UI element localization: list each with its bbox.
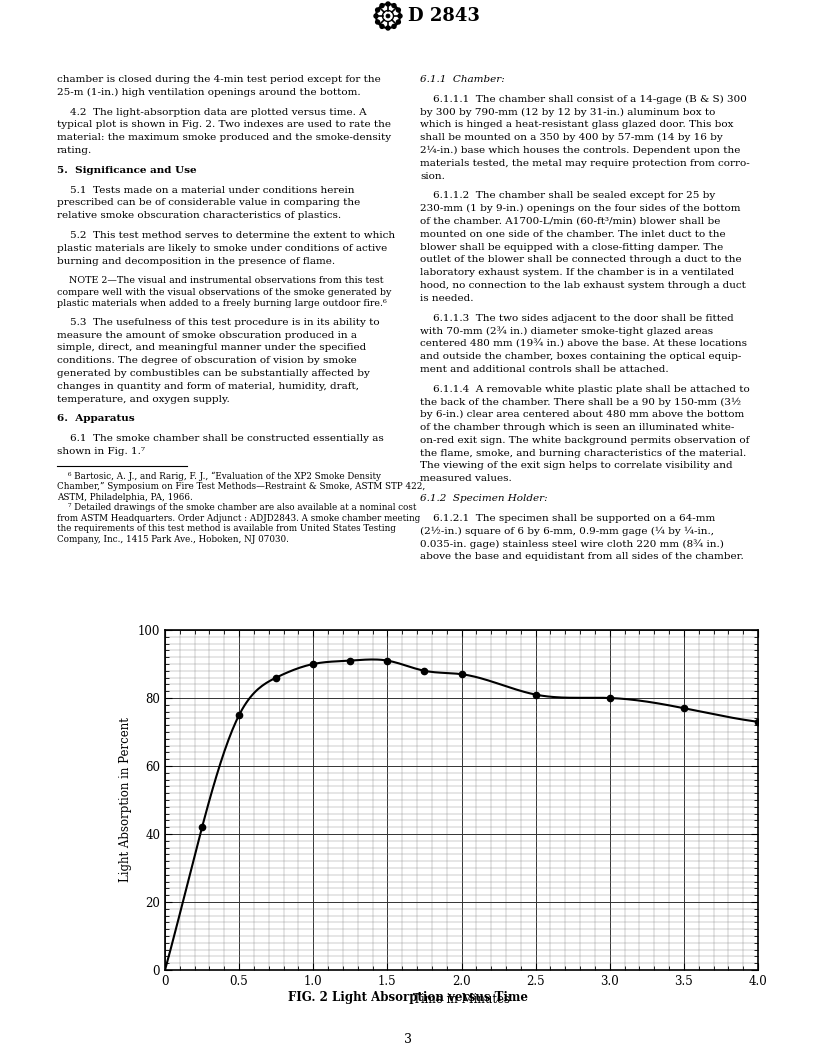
Text: conditions. The degree of obscuration of vision by smoke: conditions. The degree of obscuration of… [57, 356, 357, 365]
Text: the requirements of this test method is available from United States Testing: the requirements of this test method is … [57, 525, 396, 533]
Text: centered 480 mm (19¾ in.) above the base. At these locations: centered 480 mm (19¾ in.) above the base… [420, 339, 747, 348]
Ellipse shape [386, 2, 390, 6]
Text: prescribed can be of considerable value in comparing the: prescribed can be of considerable value … [57, 199, 360, 207]
Text: shown in Fig. 1.⁷: shown in Fig. 1.⁷ [57, 447, 145, 456]
Text: Chamber,” Symposium on Fire Test Methods—Restraint & Smoke, ASTM STP 422,: Chamber,” Symposium on Fire Test Methods… [57, 483, 425, 491]
Text: by 300 by 790-mm (12 by 12 by 31-in.) aluminum box to: by 300 by 790-mm (12 by 12 by 31-in.) al… [420, 108, 716, 117]
Text: changes in quantity and form of material, humidity, draft,: changes in quantity and form of material… [57, 382, 359, 391]
Text: 6.1.1.2  The chamber shall be sealed except for 25 by: 6.1.1.2 The chamber shall be sealed exce… [420, 191, 716, 201]
Text: and outside the chamber, boxes containing the optical equip-: and outside the chamber, boxes containin… [420, 352, 742, 361]
Text: 4.2  The light-absorption data are plotted versus time. A: 4.2 The light-absorption data are plotte… [57, 108, 366, 116]
Text: generated by combustibles can be substantially affected by: generated by combustibles can be substan… [57, 370, 370, 378]
Text: 6.1.1  Chamber:: 6.1.1 Chamber: [420, 75, 505, 84]
Text: plastic materials when added to a freely burning large outdoor fire.⁶: plastic materials when added to a freely… [57, 300, 387, 308]
Text: sion.: sion. [420, 171, 445, 181]
Text: rating.: rating. [57, 146, 92, 155]
Ellipse shape [380, 24, 384, 29]
Text: Company, Inc., 1415 Park Ave., Hoboken, NJ 07030.: Company, Inc., 1415 Park Ave., Hoboken, … [57, 535, 289, 544]
Text: 5.1  Tests made on a material under conditions herein: 5.1 Tests made on a material under condi… [57, 186, 354, 194]
Text: outlet of the blower shall be connected through a duct to the: outlet of the blower shall be connected … [420, 256, 742, 264]
Text: of the chamber through which is seen an illuminated white-: of the chamber through which is seen an … [420, 423, 734, 432]
Text: FIG. 2 Light Absorption versus Time: FIG. 2 Light Absorption versus Time [288, 992, 528, 1004]
Ellipse shape [380, 3, 384, 7]
Text: plastic materials are likely to smoke under conditions of active: plastic materials are likely to smoke un… [57, 244, 388, 252]
Text: above the base and equidistant from all sides of the chamber.: above the base and equidistant from all … [420, 552, 743, 561]
Text: 6.1  The smoke chamber shall be constructed essentially as: 6.1 The smoke chamber shall be construct… [57, 434, 384, 444]
Text: the back of the chamber. There shall be a 90 by 150-mm (3½: the back of the chamber. There shall be … [420, 397, 741, 407]
Text: of the chamber. A1700-L/min (60-ft³/min) blower shall be: of the chamber. A1700-L/min (60-ft³/min)… [420, 216, 721, 226]
Text: by 6-in.) clear area centered about 480 mm above the bottom: by 6-in.) clear area centered about 480 … [420, 410, 744, 419]
Text: ⁶ Bartosic, A. J., and Rarig, F. J., “Evaluation of the XP2 Smoke Density: ⁶ Bartosic, A. J., and Rarig, F. J., “Ev… [57, 472, 381, 482]
Text: 3: 3 [404, 1033, 412, 1045]
Ellipse shape [375, 20, 379, 24]
Text: with 70-mm (2¾ in.) diameter smoke-tight glazed areas: with 70-mm (2¾ in.) diameter smoke-tight… [420, 326, 713, 336]
Text: blower shall be equipped with a close-fitting damper. The: blower shall be equipped with a close-fi… [420, 243, 723, 251]
Text: 25-m (1-in.) high ventilation openings around the bottom.: 25-m (1-in.) high ventilation openings a… [57, 88, 361, 97]
Text: simple, direct, and meaningful manner under the specified: simple, direct, and meaningful manner un… [57, 343, 366, 353]
Text: 5.3  The usefulness of this test procedure is in its ability to: 5.3 The usefulness of this test procedur… [57, 318, 379, 327]
Text: from ASTM Headquarters. Order Adjunct : ADJD2843. A smoke chamber meeting: from ASTM Headquarters. Order Adjunct : … [57, 514, 420, 523]
Y-axis label: Light Absorption in Percent: Light Absorption in Percent [119, 718, 132, 883]
Text: which is hinged a heat-resistant glass glazed door. This box: which is hinged a heat-resistant glass g… [420, 120, 734, 130]
Text: typical plot is shown in Fig. 2. Two indexes are used to rate the: typical plot is shown in Fig. 2. Two ind… [57, 120, 391, 130]
Text: measured values.: measured values. [420, 474, 512, 484]
Text: 2¼-in.) base which houses the controls. Dependent upon the: 2¼-in.) base which houses the controls. … [420, 146, 740, 155]
Text: 6.  Apparatus: 6. Apparatus [57, 415, 135, 423]
Text: 6.1.1.3  The two sides adjacent to the door shall be fitted: 6.1.1.3 The two sides adjacent to the do… [420, 314, 734, 322]
Ellipse shape [392, 3, 396, 7]
Text: relative smoke obscuration characteristics of plastics.: relative smoke obscuration characteristi… [57, 211, 341, 221]
X-axis label: Time in Minutes: Time in Minutes [413, 994, 510, 1006]
Text: The viewing of the exit sign helps to correlate visibility and: The viewing of the exit sign helps to co… [420, 461, 733, 470]
Text: ASTM, Philadelphia, PA, 1966.: ASTM, Philadelphia, PA, 1966. [57, 493, 193, 502]
Text: 5.  Significance and Use: 5. Significance and Use [57, 166, 197, 175]
Ellipse shape [386, 14, 390, 18]
Text: 0.035-in. gage) stainless steel wire cloth 220 mm (8¾ in.): 0.035-in. gage) stainless steel wire clo… [420, 540, 724, 549]
Text: 6.1.1.1  The chamber shall consist of a 14-gage (B & S) 300: 6.1.1.1 The chamber shall consist of a 1… [420, 95, 747, 103]
Text: chamber is closed during the 4-min test period except for the: chamber is closed during the 4-min test … [57, 75, 381, 84]
Text: D 2843: D 2843 [408, 7, 480, 25]
Text: ment and additional controls shall be attached.: ment and additional controls shall be at… [420, 364, 668, 374]
Text: ⁷ Detailed drawings of the smoke chamber are also available at a nominal cost: ⁷ Detailed drawings of the smoke chamber… [57, 504, 416, 512]
Text: compare well with the visual observations of the smoke generated by: compare well with the visual observation… [57, 288, 392, 297]
Ellipse shape [374, 14, 378, 18]
Text: the flame, smoke, and burning characteristics of the material.: the flame, smoke, and burning characteri… [420, 449, 747, 457]
Text: 6.1.1.4  A removable white plastic plate shall be attached to: 6.1.1.4 A removable white plastic plate … [420, 384, 750, 394]
Text: shall be mounted on a 350 by 400 by 57-mm (14 by 16 by: shall be mounted on a 350 by 400 by 57-m… [420, 133, 723, 143]
Ellipse shape [386, 26, 390, 30]
Text: laboratory exhaust system. If the chamber is in a ventilated: laboratory exhaust system. If the chambe… [420, 268, 734, 277]
Text: temperature, and oxygen supply.: temperature, and oxygen supply. [57, 395, 230, 403]
Text: 230-mm (1 by 9-in.) openings on the four sides of the bottom: 230-mm (1 by 9-in.) openings on the four… [420, 204, 740, 213]
Text: material: the maximum smoke produced and the smoke-density: material: the maximum smoke produced and… [57, 133, 391, 143]
Text: on-red exit sign. The white background permits observation of: on-red exit sign. The white background p… [420, 436, 749, 445]
Text: hood, no connection to the lab exhaust system through a duct: hood, no connection to the lab exhaust s… [420, 281, 746, 290]
Text: burning and decomposition in the presence of flame.: burning and decomposition in the presenc… [57, 257, 335, 266]
Text: mounted on one side of the chamber. The inlet duct to the: mounted on one side of the chamber. The … [420, 230, 725, 239]
Ellipse shape [375, 8, 379, 12]
Text: materials tested, the metal may require protection from corro-: materials tested, the metal may require … [420, 158, 750, 168]
Ellipse shape [397, 20, 401, 24]
Text: 6.1.2.1  The specimen shall be supported on a 64-mm: 6.1.2.1 The specimen shall be supported … [420, 514, 716, 523]
Text: (2½-in.) square of 6 by 6-mm, 0.9-mm gage (¼ by ¼-in.,: (2½-in.) square of 6 by 6-mm, 0.9-mm gag… [420, 527, 714, 535]
Text: 6.1.2  Specimen Holder:: 6.1.2 Specimen Holder: [420, 494, 548, 503]
Ellipse shape [392, 24, 396, 29]
Text: measure the amount of smoke obscuration produced in a: measure the amount of smoke obscuration … [57, 331, 357, 340]
Text: NOTE 2—The visual and instrumental observations from this test: NOTE 2—The visual and instrumental obser… [57, 277, 384, 285]
Text: 5.2  This test method serves to determine the extent to which: 5.2 This test method serves to determine… [57, 231, 395, 240]
Ellipse shape [397, 8, 401, 12]
Text: is needed.: is needed. [420, 294, 473, 303]
Ellipse shape [398, 14, 402, 18]
